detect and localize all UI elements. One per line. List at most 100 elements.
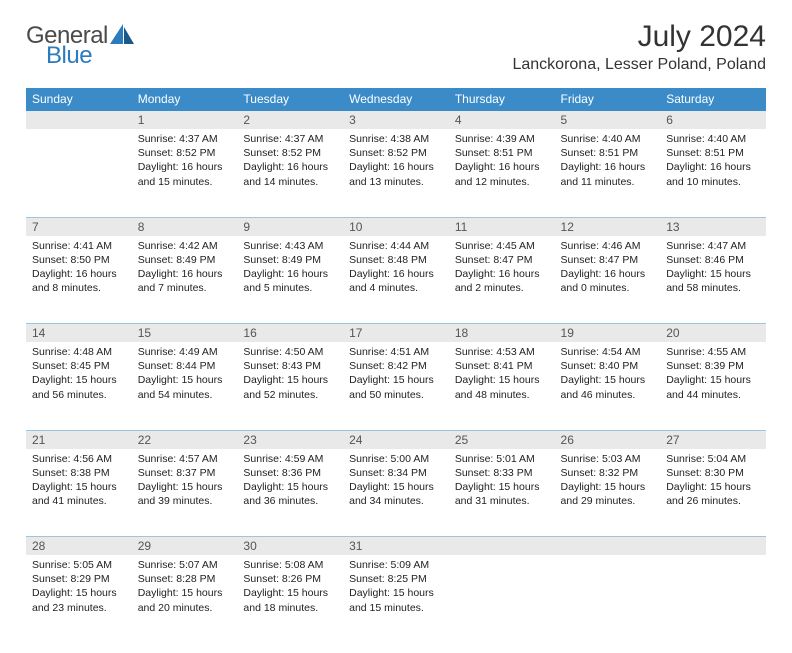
calendar-table: Sunday Monday Tuesday Wednesday Thursday… [26, 88, 766, 643]
day-details: Sunrise: 4:56 AMSunset: 8:38 PMDaylight:… [26, 449, 132, 515]
day-details: Sunrise: 5:08 AMSunset: 8:26 PMDaylight:… [237, 555, 343, 621]
day-cell: Sunrise: 4:40 AMSunset: 8:51 PMDaylight:… [660, 129, 766, 217]
week-row: Sunrise: 4:37 AMSunset: 8:52 PMDaylight:… [26, 129, 766, 217]
week-row: Sunrise: 4:56 AMSunset: 8:38 PMDaylight:… [26, 449, 766, 537]
day-number-row: 78910111213 [26, 217, 766, 236]
sail-icon [110, 24, 136, 51]
day-cell: Sunrise: 4:50 AMSunset: 8:43 PMDaylight:… [237, 342, 343, 430]
day-cell [449, 555, 555, 643]
day-number-row: 123456 [26, 111, 766, 130]
day-details: Sunrise: 4:40 AMSunset: 8:51 PMDaylight:… [660, 129, 766, 195]
day-number: 21 [26, 430, 132, 449]
week-row: Sunrise: 5:05 AMSunset: 8:29 PMDaylight:… [26, 555, 766, 643]
day-details: Sunrise: 4:41 AMSunset: 8:50 PMDaylight:… [26, 236, 132, 302]
day-details: Sunrise: 4:46 AMSunset: 8:47 PMDaylight:… [555, 236, 661, 302]
day-details: Sunrise: 5:05 AMSunset: 8:29 PMDaylight:… [26, 555, 132, 621]
day-number: 14 [26, 324, 132, 343]
day-cell: Sunrise: 5:01 AMSunset: 8:33 PMDaylight:… [449, 449, 555, 537]
day-cell: Sunrise: 4:59 AMSunset: 8:36 PMDaylight:… [237, 449, 343, 537]
brand-logo: General Blue [26, 24, 136, 68]
day-cell [660, 555, 766, 643]
week-row: Sunrise: 4:41 AMSunset: 8:50 PMDaylight:… [26, 236, 766, 324]
day-cell: Sunrise: 5:04 AMSunset: 8:30 PMDaylight:… [660, 449, 766, 537]
day-details: Sunrise: 5:07 AMSunset: 8:28 PMDaylight:… [132, 555, 238, 621]
weekday-header: Thursday [449, 88, 555, 111]
day-cell: Sunrise: 4:43 AMSunset: 8:49 PMDaylight:… [237, 236, 343, 324]
day-number: 22 [132, 430, 238, 449]
day-number: 11 [449, 217, 555, 236]
day-cell: Sunrise: 4:44 AMSunset: 8:48 PMDaylight:… [343, 236, 449, 324]
day-number: 8 [132, 217, 238, 236]
day-cell: Sunrise: 4:38 AMSunset: 8:52 PMDaylight:… [343, 129, 449, 217]
day-number [555, 537, 661, 556]
day-cell: Sunrise: 5:07 AMSunset: 8:28 PMDaylight:… [132, 555, 238, 643]
day-cell: Sunrise: 4:54 AMSunset: 8:40 PMDaylight:… [555, 342, 661, 430]
day-cell: Sunrise: 5:08 AMSunset: 8:26 PMDaylight:… [237, 555, 343, 643]
day-number: 4 [449, 111, 555, 130]
day-details: Sunrise: 5:00 AMSunset: 8:34 PMDaylight:… [343, 449, 449, 515]
day-number: 23 [237, 430, 343, 449]
day-number: 2 [237, 111, 343, 130]
weekday-header-row: Sunday Monday Tuesday Wednesday Thursday… [26, 88, 766, 111]
day-details: Sunrise: 4:37 AMSunset: 8:52 PMDaylight:… [237, 129, 343, 195]
day-number: 30 [237, 537, 343, 556]
page-title: July 2024 [512, 20, 766, 54]
day-number: 5 [555, 111, 661, 130]
day-cell: Sunrise: 4:45 AMSunset: 8:47 PMDaylight:… [449, 236, 555, 324]
day-cell: Sunrise: 5:05 AMSunset: 8:29 PMDaylight:… [26, 555, 132, 643]
day-details: Sunrise: 4:44 AMSunset: 8:48 PMDaylight:… [343, 236, 449, 302]
day-details: Sunrise: 5:09 AMSunset: 8:25 PMDaylight:… [343, 555, 449, 621]
day-details: Sunrise: 4:55 AMSunset: 8:39 PMDaylight:… [660, 342, 766, 408]
day-cell: Sunrise: 4:47 AMSunset: 8:46 PMDaylight:… [660, 236, 766, 324]
day-number: 13 [660, 217, 766, 236]
weekday-header: Saturday [660, 88, 766, 111]
day-cell: Sunrise: 4:46 AMSunset: 8:47 PMDaylight:… [555, 236, 661, 324]
day-cell: Sunrise: 4:39 AMSunset: 8:51 PMDaylight:… [449, 129, 555, 217]
day-details: Sunrise: 4:42 AMSunset: 8:49 PMDaylight:… [132, 236, 238, 302]
day-number: 15 [132, 324, 238, 343]
day-number [449, 537, 555, 556]
day-details: Sunrise: 4:53 AMSunset: 8:41 PMDaylight:… [449, 342, 555, 408]
day-cell: Sunrise: 4:37 AMSunset: 8:52 PMDaylight:… [237, 129, 343, 217]
day-cell: Sunrise: 4:41 AMSunset: 8:50 PMDaylight:… [26, 236, 132, 324]
day-cell: Sunrise: 4:49 AMSunset: 8:44 PMDaylight:… [132, 342, 238, 430]
day-details: Sunrise: 4:37 AMSunset: 8:52 PMDaylight:… [132, 129, 238, 195]
day-cell: Sunrise: 4:56 AMSunset: 8:38 PMDaylight:… [26, 449, 132, 537]
day-cell [555, 555, 661, 643]
day-number: 24 [343, 430, 449, 449]
day-details: Sunrise: 4:38 AMSunset: 8:52 PMDaylight:… [343, 129, 449, 195]
day-number [26, 111, 132, 130]
day-number: 9 [237, 217, 343, 236]
day-cell: Sunrise: 4:51 AMSunset: 8:42 PMDaylight:… [343, 342, 449, 430]
weekday-header: Sunday [26, 88, 132, 111]
day-cell [26, 129, 132, 217]
day-number: 25 [449, 430, 555, 449]
day-cell: Sunrise: 4:48 AMSunset: 8:45 PMDaylight:… [26, 342, 132, 430]
week-row: Sunrise: 4:48 AMSunset: 8:45 PMDaylight:… [26, 342, 766, 430]
day-details: Sunrise: 4:51 AMSunset: 8:42 PMDaylight:… [343, 342, 449, 408]
day-number: 19 [555, 324, 661, 343]
day-details: Sunrise: 4:57 AMSunset: 8:37 PMDaylight:… [132, 449, 238, 515]
day-number-row: 28293031 [26, 537, 766, 556]
day-number: 10 [343, 217, 449, 236]
day-number: 27 [660, 430, 766, 449]
day-cell: Sunrise: 4:40 AMSunset: 8:51 PMDaylight:… [555, 129, 661, 217]
day-details: Sunrise: 4:59 AMSunset: 8:36 PMDaylight:… [237, 449, 343, 515]
day-number-row: 21222324252627 [26, 430, 766, 449]
day-cell: Sunrise: 4:55 AMSunset: 8:39 PMDaylight:… [660, 342, 766, 430]
day-number: 1 [132, 111, 238, 130]
day-number-row: 14151617181920 [26, 324, 766, 343]
weekday-header: Monday [132, 88, 238, 111]
day-cell: Sunrise: 4:57 AMSunset: 8:37 PMDaylight:… [132, 449, 238, 537]
day-cell: Sunrise: 5:09 AMSunset: 8:25 PMDaylight:… [343, 555, 449, 643]
day-details: Sunrise: 5:03 AMSunset: 8:32 PMDaylight:… [555, 449, 661, 515]
day-details: Sunrise: 4:49 AMSunset: 8:44 PMDaylight:… [132, 342, 238, 408]
day-details: Sunrise: 4:45 AMSunset: 8:47 PMDaylight:… [449, 236, 555, 302]
day-number: 28 [26, 537, 132, 556]
day-number: 17 [343, 324, 449, 343]
day-details: Sunrise: 4:40 AMSunset: 8:51 PMDaylight:… [555, 129, 661, 195]
day-details: Sunrise: 4:39 AMSunset: 8:51 PMDaylight:… [449, 129, 555, 195]
day-number: 31 [343, 537, 449, 556]
day-number: 3 [343, 111, 449, 130]
day-details: Sunrise: 4:43 AMSunset: 8:49 PMDaylight:… [237, 236, 343, 302]
